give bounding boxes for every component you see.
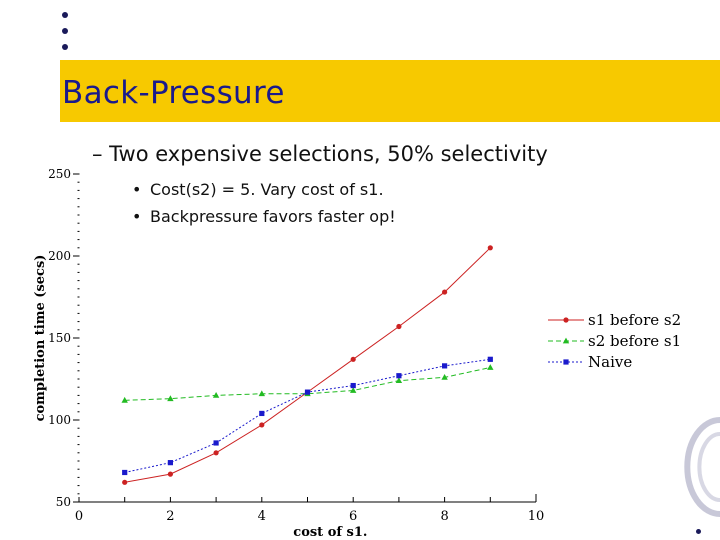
series-2-point: [304, 389, 311, 395]
x-tick-label: 8: [440, 509, 448, 524]
x-axis-label: cost of s1.: [293, 525, 367, 540]
series-0-point: [442, 289, 448, 295]
series-0-point: [122, 479, 128, 485]
main-bullet: – Two expensive selections, 50% selectiv…: [92, 142, 548, 166]
series-1-point: [212, 392, 220, 398]
dot-1: [62, 12, 68, 18]
series-2-point: [213, 440, 219, 446]
decorative-dots: [62, 6, 70, 56]
sub-bullet-text: Backpressure favors faster op!: [150, 207, 396, 226]
legend-marker: [562, 337, 570, 344]
x-tick-label: 6: [349, 509, 357, 524]
series-1-point: [258, 390, 265, 397]
y-tick-label: 50: [56, 495, 71, 509]
sub-bullet-text: Cost(s2) = 5. Vary cost of s1.: [150, 180, 384, 199]
sub-bullet-2: • Backpressure favors faster op!: [132, 207, 396, 226]
series-0-point: [350, 356, 356, 362]
series-0-point: [487, 245, 493, 251]
series-1-point: [441, 373, 448, 380]
series-2-point: [442, 363, 448, 369]
y-tick-label: 150: [48, 331, 71, 345]
x-tick-label: 10: [528, 509, 545, 524]
y-tick-label: 200: [48, 249, 71, 263]
series-2-point: [350, 382, 356, 389]
series-1-point: [121, 396, 128, 403]
series-2-point: [396, 373, 402, 379]
dot-2: [62, 28, 68, 34]
dot-3: [62, 44, 68, 50]
y-tick-label: 100: [48, 413, 71, 427]
series-1-point: [350, 387, 357, 393]
y-axis-label: completion time (secs): [33, 255, 48, 422]
y-tick-label: 250: [48, 167, 71, 181]
series-1-point: [167, 395, 174, 402]
bullet-mark: •: [132, 207, 142, 226]
series-1-point: [487, 364, 494, 370]
corner-dot: [696, 529, 701, 534]
series-1-point: [395, 377, 403, 384]
sub-bullet-1: • Cost(s2) = 5. Vary cost of s1.: [132, 180, 384, 199]
series-2-line: [124, 358, 491, 473]
x-tick-label: 4: [258, 509, 266, 524]
series-0-point: [396, 323, 402, 330]
series-2-point: [487, 356, 493, 362]
series-0-point: [167, 471, 173, 477]
series-0-point: [213, 450, 219, 456]
series-2-point: [167, 460, 173, 466]
slide-title: Back-Pressure: [62, 75, 285, 111]
university-seal-icon: [684, 417, 720, 517]
title-band: [60, 60, 720, 122]
series-0-line: [124, 247, 491, 483]
bullet-mark: •: [132, 180, 142, 199]
series-0-point: [259, 422, 265, 428]
x-tick-label: 0: [75, 509, 83, 524]
legend-label: Naive: [588, 353, 632, 371]
legend-marker: [563, 317, 569, 323]
legend-label: s2 before s1: [588, 332, 681, 350]
series-2-point: [122, 469, 128, 476]
series-2-point: [259, 410, 265, 417]
x-tick-label: 2: [166, 509, 174, 524]
legend-label: s1 before s2: [588, 311, 681, 329]
series-1-line: [124, 367, 491, 401]
legend-marker: [563, 359, 569, 365]
